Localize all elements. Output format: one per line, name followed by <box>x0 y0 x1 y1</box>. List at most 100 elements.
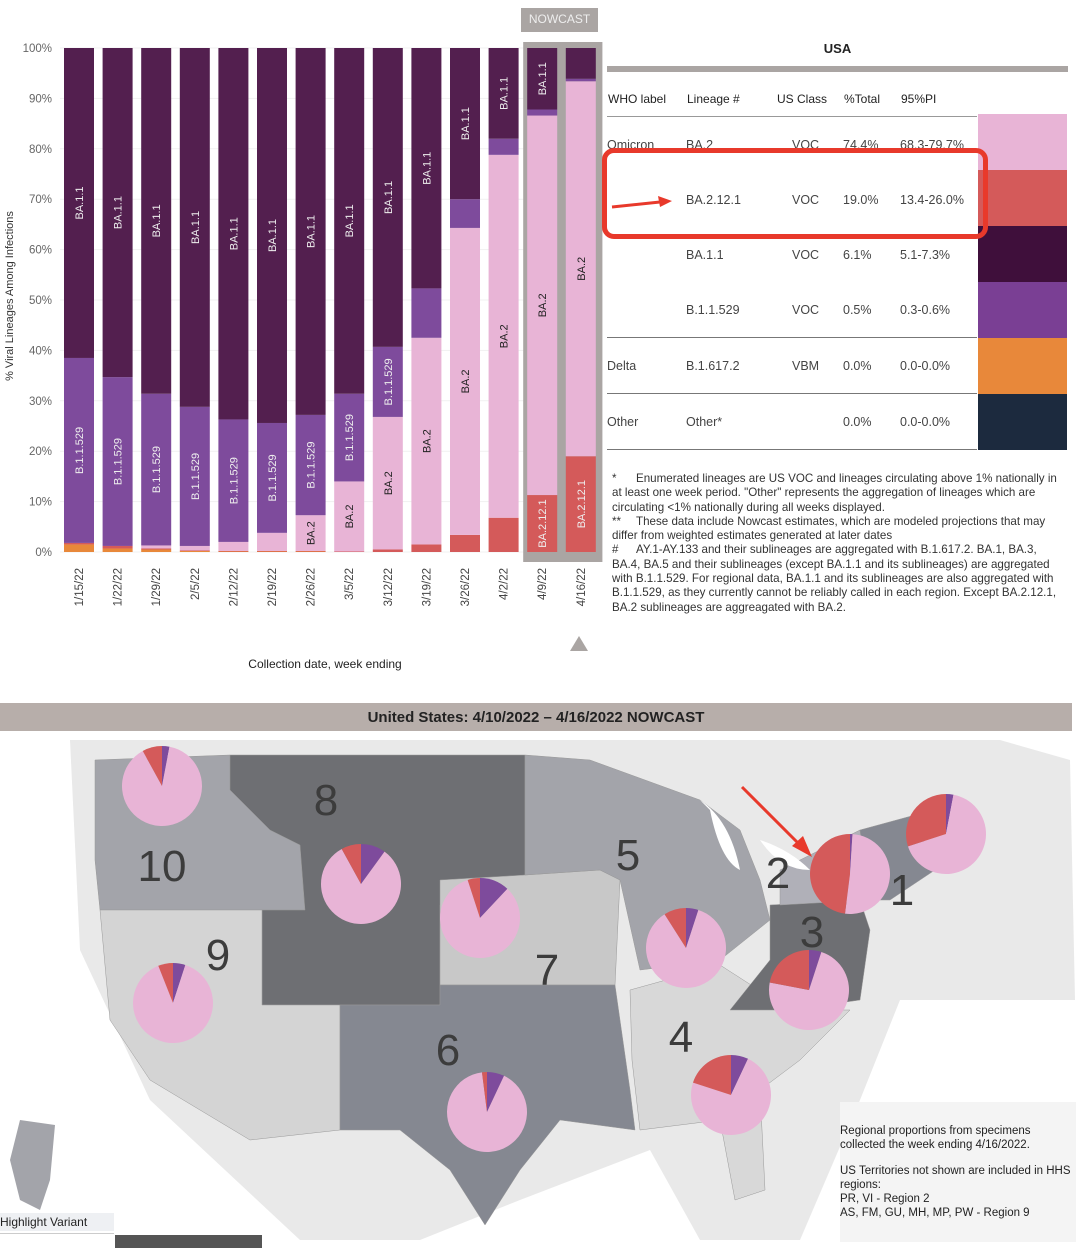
bar-segment <box>179 48 210 407</box>
pie-slice <box>809 834 850 914</box>
nowcast-marker-icon <box>570 636 588 651</box>
segment-label: B.1.1.529 <box>190 453 202 500</box>
pie-region-10 <box>122 746 203 826</box>
bar-segment <box>565 48 596 79</box>
x-tick-label: 4/2/22 <box>499 568 511 600</box>
segment-label: B.1.1.529 <box>228 457 240 504</box>
great-lakes <box>700 800 810 870</box>
pie-region-3 <box>768 950 850 1030</box>
segment-label: BA.2 <box>537 293 549 317</box>
bar-segment <box>257 551 287 552</box>
bar-segment <box>450 227 480 535</box>
segment-label: BA.2 <box>576 257 588 281</box>
bar-segment <box>411 48 442 289</box>
table-title: USA <box>823 41 852 56</box>
bar-segment <box>179 550 210 552</box>
bar-segment <box>450 534 480 552</box>
pie-slice <box>769 950 809 990</box>
y-axis-title: % Viral Lineages Among Infections <box>4 211 16 381</box>
pie-slice <box>664 908 686 948</box>
cell-who: Other <box>607 393 686 450</box>
bar-segment <box>334 48 365 394</box>
segment-label: B.1.1.529 <box>113 438 125 485</box>
bar-segment <box>372 346 403 417</box>
segment-label: B.1.1.529 <box>383 358 395 405</box>
pie-slice <box>844 834 890 914</box>
segment-label: B.1.1.529 <box>74 427 86 474</box>
cell-pi: 0.3-0.6% <box>900 282 977 338</box>
segment-label: BA.1.1 <box>537 62 549 95</box>
footnote-text: AY.1-AY.133 and their sublineages are ag… <box>612 543 1057 614</box>
bar-segment <box>527 109 558 116</box>
pie-slice <box>692 1055 731 1095</box>
pie-region-7 <box>440 878 521 959</box>
bar-segment <box>295 551 326 552</box>
col-lineage: Lineage # <box>686 82 776 117</box>
bar-segment <box>64 544 94 552</box>
x-tick-label: 3/19/22 <box>421 568 433 606</box>
segment-label: BA.2 <box>344 505 356 529</box>
region-number: 10 <box>138 842 187 891</box>
pie-slice <box>440 879 521 959</box>
segment-label: BA.2.12.1 <box>576 480 588 528</box>
y-tick-label: 0% <box>35 547 52 559</box>
y-tick-label: 30% <box>29 396 52 408</box>
bar-segment <box>565 81 596 457</box>
bar-segment <box>257 48 287 423</box>
pie-region-2 <box>809 834 890 914</box>
variant-button[interactable] <box>115 1235 262 1248</box>
table-row: B.1.1.529 VOC 0.5% 0.3-0.6% <box>607 282 977 338</box>
pie-slice <box>361 844 385 884</box>
segment-label: BA.1.1 <box>383 181 395 214</box>
bar-segment <box>218 541 249 551</box>
bar-segment <box>179 545 210 551</box>
bar-segment <box>488 154 519 518</box>
col-pi: 95%PI <box>900 82 977 117</box>
bar-segment <box>372 549 403 552</box>
x-tick-label: 1/15/22 <box>74 568 86 606</box>
bar-segment <box>141 393 172 546</box>
region-number: 5 <box>616 831 640 880</box>
table-row: BA.2.12.1 VOC 19.0% 13.4-26.0% <box>607 172 977 227</box>
lineage-stacked-bar-chart: 0% 10% 20% 30% 40% 50% 60% 70% 80% 90% 100% BA.1.1 B… <box>23 42 603 606</box>
bar-segment <box>295 48 326 415</box>
swatch <box>978 394 1067 450</box>
pie-region-5 <box>645 908 726 989</box>
bar-segment <box>218 48 249 420</box>
swatch <box>978 226 1067 282</box>
y-tick-label: 40% <box>29 345 52 357</box>
y-tick-label: 70% <box>29 194 52 206</box>
bar-segment <box>527 48 558 110</box>
y-tick-label: 60% <box>29 245 52 257</box>
bar-segment <box>102 548 133 552</box>
bar-segment <box>141 548 172 550</box>
cell-lineage: B.1.1.529 <box>686 282 776 338</box>
pie-slice <box>158 963 173 1003</box>
pie-slice <box>122 746 203 826</box>
pie-slice <box>480 878 508 918</box>
segment-label: BA.1.1 <box>74 186 86 219</box>
bar-segment <box>565 78 596 82</box>
swatch <box>978 282 1067 338</box>
pie-slice <box>162 746 170 786</box>
cell-pi: 0.0-0.0% <box>900 393 977 450</box>
pie-slice <box>906 794 946 847</box>
footnote: * Enumerated lineages are US VOC and line… <box>612 472 1067 515</box>
lineage-table: WHO label Lineage # US Class %Total 95%P… <box>607 82 977 450</box>
segment-label: BA.1.1 <box>499 77 511 110</box>
region-number: 7 <box>535 946 559 995</box>
segment-label: BA.2 <box>421 429 433 453</box>
bar-segment <box>257 550 287 552</box>
table-row: Delta B.1.617.2 VBM 0.0% 0.0-0.0% <box>607 337 977 394</box>
pie-region-1 <box>906 794 986 874</box>
segment-label: B.1.1.529 <box>306 442 318 489</box>
pie-slice <box>341 844 361 884</box>
bar-segment <box>488 138 519 155</box>
cell-pi: 0.0-0.0% <box>900 337 977 394</box>
segment-label: BA.2 <box>383 471 395 495</box>
cell-pi: 13.4-26.0% <box>900 192 964 207</box>
highlight-variant-select[interactable] <box>0 1233 114 1249</box>
cell-total: 0.0% <box>843 337 900 394</box>
bar-segment <box>334 551 365 552</box>
pie-slice <box>467 878 480 918</box>
